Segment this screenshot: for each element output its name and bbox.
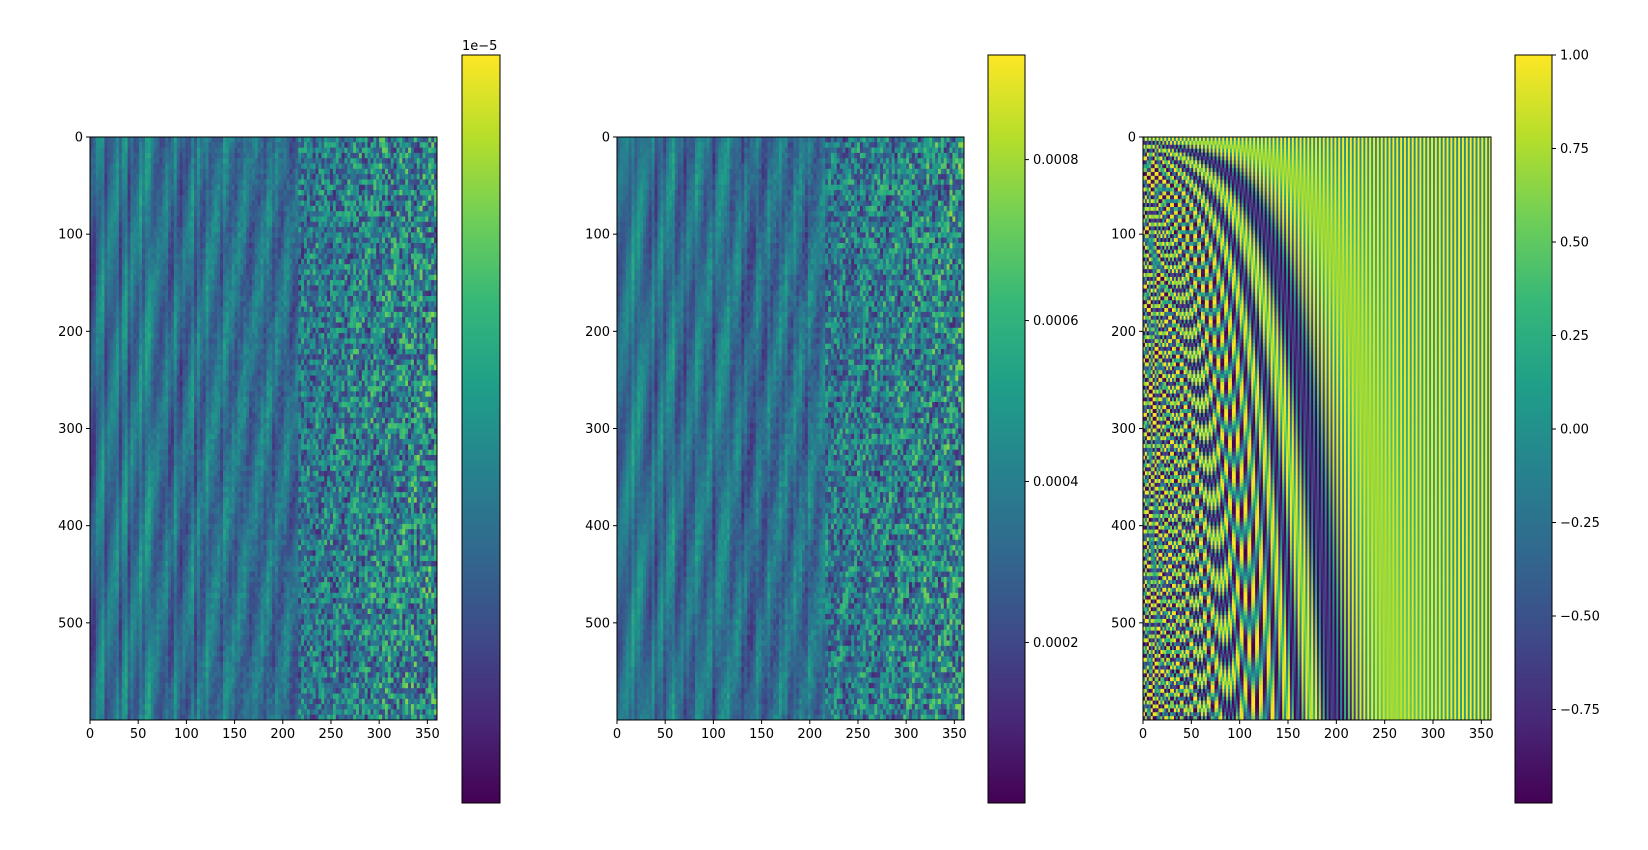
heatmap-panel-1: 0 50 100 150 200 250 300 350 0 100 200 300 400 500 123… xyxy=(58,39,501,804)
heatmap-image xyxy=(1143,137,1491,720)
colorbar: 12341e−5 xyxy=(461,39,501,804)
x-tick-label: 0 xyxy=(86,727,94,742)
heatmap-panel-3: 0 50 100 150 200 250 300 350 0 100 200 300 400 500 −0.… xyxy=(1111,49,1600,804)
colorbar-gradient xyxy=(1514,54,1553,804)
colorbar-tick-label: −0.75 xyxy=(1560,703,1600,718)
x-tick-label: 150 xyxy=(1276,727,1301,742)
y-tick-label: 500 xyxy=(58,616,83,631)
y-tick-label: 100 xyxy=(1111,228,1136,243)
x-tick-label: 300 xyxy=(367,727,392,742)
y-tick-label: 400 xyxy=(1111,519,1136,534)
x-tick-label: 350 xyxy=(1469,727,1494,742)
x-tick-label: 50 xyxy=(1183,727,1200,742)
x-tick-label: 0 xyxy=(1139,727,1147,742)
colorbar-tick-label: 0.50 xyxy=(1560,236,1589,251)
y-tick-label: 300 xyxy=(585,422,610,437)
y-tick-label: 400 xyxy=(58,519,83,534)
heatmap-panel-2: 0 50 100 150 200 250 300 350 0 100 200 300 400 500 0.0… xyxy=(585,54,1079,804)
colorbar-gradient xyxy=(987,54,1026,804)
y-tick-label: 0 xyxy=(75,131,83,146)
y-tick-label: 100 xyxy=(585,228,610,243)
x-tick-label: 300 xyxy=(1421,727,1446,742)
colorbar-tick-label: 0.0002 xyxy=(1033,636,1079,651)
colorbar-tick-label: 0.0004 xyxy=(1033,475,1079,490)
x-tick-label: 100 xyxy=(1227,727,1252,742)
colorbar: 0.0002 0.0004 0.0006 0.0008 xyxy=(987,54,1079,804)
colorbar-tick-label: 0.0006 xyxy=(1033,314,1079,329)
colorbar-tick-label: 0.25 xyxy=(1560,329,1589,344)
colorbar: −0.75 −0.50 −0.25 0.00 0.25 0.50 0.75 1.00 xyxy=(1514,49,1600,804)
y-tick-label: 300 xyxy=(1111,422,1136,437)
y-tick-label: 0 xyxy=(1128,131,1136,146)
y-tick-label: 500 xyxy=(585,616,610,631)
x-tick-label: 150 xyxy=(749,727,774,742)
x-tick-label: 200 xyxy=(270,727,295,742)
colorbar-tick-label: −0.25 xyxy=(1560,516,1600,531)
x-tick-label: 100 xyxy=(174,727,199,742)
x-tick-label: 0 xyxy=(613,727,621,742)
x-tick-label: 100 xyxy=(701,727,726,742)
colorbar-gradient xyxy=(461,54,501,804)
x-tick-label: 150 xyxy=(222,727,247,742)
y-tick-label: 200 xyxy=(1111,325,1136,340)
y-tick-label: 300 xyxy=(58,422,83,437)
colorbar-tick-label: 0.75 xyxy=(1560,142,1589,157)
x-tick-label: 50 xyxy=(657,727,674,742)
x-tick-label: 250 xyxy=(319,727,344,742)
colorbar-offset-label: 1e−5 xyxy=(462,39,497,54)
x-tick-label: 350 xyxy=(942,727,967,742)
x-tick-label: 250 xyxy=(1372,727,1397,742)
colorbar-tick-label: −0.50 xyxy=(1560,610,1600,625)
y-tick-label: 200 xyxy=(585,325,610,340)
x-tick-label: 300 xyxy=(894,727,919,742)
heatmap-image xyxy=(90,137,437,720)
colorbar-tick-label: 0.0008 xyxy=(1033,153,1079,168)
x-tick-label: 350 xyxy=(415,727,440,742)
y-tick-label: 100 xyxy=(58,228,83,243)
y-tick-label: 0 xyxy=(602,131,610,146)
y-tick-label: 200 xyxy=(58,325,83,340)
colorbar-tick-label: 1.00 xyxy=(1560,49,1589,64)
x-tick-label: 250 xyxy=(846,727,871,742)
x-tick-label: 50 xyxy=(130,727,147,742)
heatmap-image xyxy=(617,137,964,720)
colorbar-tick-label: 0.00 xyxy=(1560,423,1589,438)
x-tick-label: 200 xyxy=(797,727,822,742)
y-tick-label: 400 xyxy=(585,519,610,534)
y-tick-label: 500 xyxy=(1111,616,1136,631)
x-tick-label: 200 xyxy=(1324,727,1349,742)
